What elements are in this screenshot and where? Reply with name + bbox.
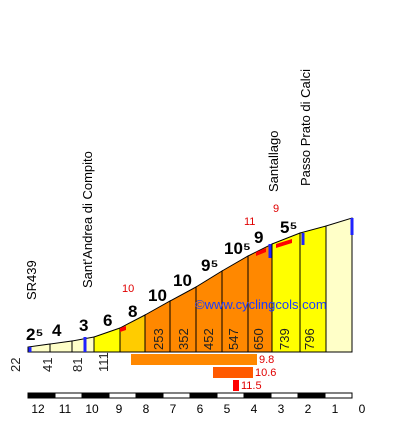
km-tick-label: 0: [359, 402, 366, 416]
gradient-label: 10⁵: [224, 239, 251, 258]
profile-segment: [71, 336, 95, 353]
gradient-label: 4: [52, 321, 62, 340]
elevation-label: 22: [8, 358, 23, 372]
elevation-label: 452: [201, 328, 216, 350]
steep-bar-label: 10.6: [255, 367, 276, 379]
gradient-label: 5⁵: [280, 218, 297, 237]
gradient-label: 9⁵: [201, 256, 218, 275]
km-tick-label: 8: [143, 402, 150, 416]
km-tick-label: 12: [31, 402, 45, 416]
profile-segment: [93, 327, 121, 353]
steep-bars: 9.8 10.6 11.5: [131, 354, 276, 392]
peak-gradient-label: 11: [244, 216, 255, 228]
elevation-label: 739: [277, 328, 292, 350]
km-axis-segment: [216, 392, 245, 399]
gradient-label: 2⁵: [26, 325, 43, 344]
elevation-label: 253: [151, 328, 166, 350]
km-axis-segment: [27, 392, 56, 399]
gradient-label: 10: [173, 271, 192, 290]
km-axis-segment: [135, 392, 164, 399]
location-label-sr439: SR439: [24, 260, 39, 300]
km-tick-label: 7: [170, 402, 177, 416]
km-tick-label: 11: [59, 402, 72, 416]
km-axis-segment: [54, 392, 83, 399]
km-tick-label: 3: [278, 402, 285, 416]
location-label-santallago: Santallago: [266, 131, 281, 192]
gradient-label: 6: [103, 311, 112, 330]
km-labels: 12 11 10 9 8 7 6 5 4 3 2 1 0: [31, 402, 365, 416]
gradient-label: 3: [79, 316, 88, 335]
km-tick-label: 4: [251, 402, 258, 416]
km-tick-label: 1: [332, 402, 339, 416]
elevation-label: 352: [176, 328, 191, 350]
location-label-passo: Passo Prato di Calci: [298, 69, 313, 186]
elevation-labels: 22 41 81 111 253 352 452 547 650 739 796: [8, 328, 317, 372]
km-tick-label: 10: [85, 402, 99, 416]
profile-segment: [325, 217, 353, 353]
km-axis-segment: [243, 392, 272, 399]
credit-text: ©www.cyclingcols.com: [195, 297, 327, 312]
elevation-label: 547: [226, 328, 241, 350]
peak-gradient-marker: [120, 326, 126, 332]
steep-bar-label: 9.8: [259, 354, 274, 366]
km-axis-segment: [270, 392, 299, 399]
km-tick-label: 2: [305, 402, 312, 416]
km-axis: [27, 392, 353, 399]
profile-fills: [27, 217, 354, 353]
km-axis-segment: [297, 392, 326, 399]
location-label-santandrea: Sant'Andrea di Compito: [80, 151, 95, 288]
gradient-labels: 2⁵ 4 3 6 8 10 10 9⁵ 10⁵ 9 5⁵: [26, 218, 297, 344]
km-tick-label: 6: [197, 402, 204, 416]
km-tick-label: 9: [116, 402, 123, 416]
km-axis-segment: [162, 392, 191, 399]
steep-bar: [233, 380, 239, 391]
km-axis-segment: [108, 392, 137, 399]
km-axis-segment: [189, 392, 218, 399]
elevation-label: 41: [40, 358, 55, 372]
km-axis-segment: [324, 392, 353, 399]
profile-segment: [49, 340, 73, 353]
elevation-label: 111: [96, 352, 111, 372]
elevation-label: 650: [251, 328, 266, 350]
peak-gradient-label: 9: [273, 203, 279, 215]
peak-gradient-marker: [276, 239, 292, 248]
elevation-label: 796: [302, 328, 317, 350]
gradient-label: 10: [148, 286, 167, 305]
km-tick-label: 5: [224, 402, 231, 416]
gradient-label: 8: [128, 302, 137, 321]
peak-gradient-marker: [256, 248, 266, 256]
gradient-label: 9: [254, 228, 263, 247]
peak-gradient-label: 10: [122, 283, 134, 295]
km-axis-segment: [81, 392, 110, 399]
steep-bar: [213, 367, 253, 378]
steep-bar: [131, 354, 257, 365]
elevation-label: 81: [70, 358, 85, 372]
steep-bar-label: 11.5: [241, 380, 262, 392]
